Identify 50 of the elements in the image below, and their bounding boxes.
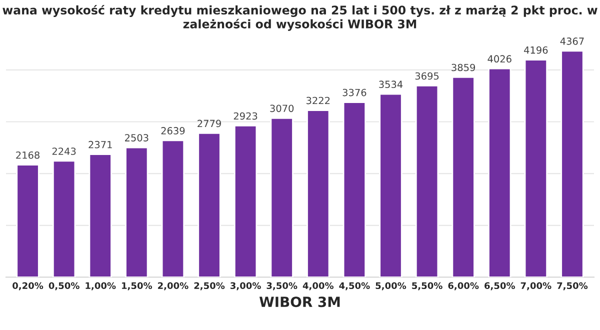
x-tick-label: 7,50%: [557, 282, 588, 290]
x-tick-label: 3,50%: [266, 282, 298, 290]
data-label: 2371: [88, 140, 112, 148]
data-label: 4196: [524, 46, 548, 54]
x-tick-label: 6,50%: [484, 282, 515, 290]
x-tick-label: 1,00%: [86, 282, 116, 290]
bar: [52, 160, 76, 278]
bar: [270, 117, 294, 278]
bar: [452, 76, 475, 278]
data-label: 2503: [125, 134, 148, 142]
bar: [415, 85, 439, 278]
data-label: 2639: [161, 127, 185, 134]
x-tick-label: 4,00%: [302, 282, 334, 290]
x-axis-title: WIBOR 3M: [259, 296, 340, 308]
data-label: 2779: [198, 120, 221, 128]
bar: [88, 154, 112, 278]
bar: [16, 164, 40, 278]
x-tick-label: 1,50%: [122, 282, 152, 290]
x-tick-label: 5,00%: [376, 282, 406, 290]
data-label: 2243: [52, 148, 76, 155]
x-tick-label: 0,50%: [48, 282, 80, 290]
data-label: 3859: [452, 64, 476, 72]
x-tick-label: 7,00%: [520, 282, 552, 290]
data-label: 3376: [342, 88, 366, 96]
x-tick-label: 5,50%: [412, 282, 442, 290]
bar: [161, 140, 185, 278]
data-label: 3534: [379, 80, 403, 88]
data-label: 2168: [16, 151, 40, 159]
data-label: 3222: [306, 96, 330, 104]
bar: [379, 93, 402, 278]
bar: [488, 68, 512, 278]
bar: [524, 59, 548, 278]
x-tick-label: 2,50%: [194, 282, 225, 290]
chart-title: wana wysokość raty kredytu mieszkaniowego na 25 lat i 500 tys. zł z marżą 2 pkt proc. w zależności od wysokości WIBOR 3M: [2, 4, 598, 31]
data-label: 4367: [560, 38, 584, 45]
bar: [234, 125, 258, 278]
bar: [342, 102, 366, 278]
bar: [198, 132, 221, 278]
x-tick-label: 3,00%: [230, 282, 261, 290]
data-label: 4026: [488, 55, 512, 63]
data-label: 3695: [415, 72, 439, 80]
x-tick-label: 0,20%: [12, 282, 44, 290]
bar: [125, 146, 148, 278]
x-tick-label: 6,00%: [448, 282, 479, 290]
data-label: 3070: [270, 104, 294, 112]
data-label: 2923: [234, 112, 258, 120]
bar: [560, 50, 584, 278]
x-tick-label: 4,50%: [339, 282, 370, 290]
x-tick-label: 2,00%: [158, 282, 188, 290]
bar: [306, 110, 330, 278]
